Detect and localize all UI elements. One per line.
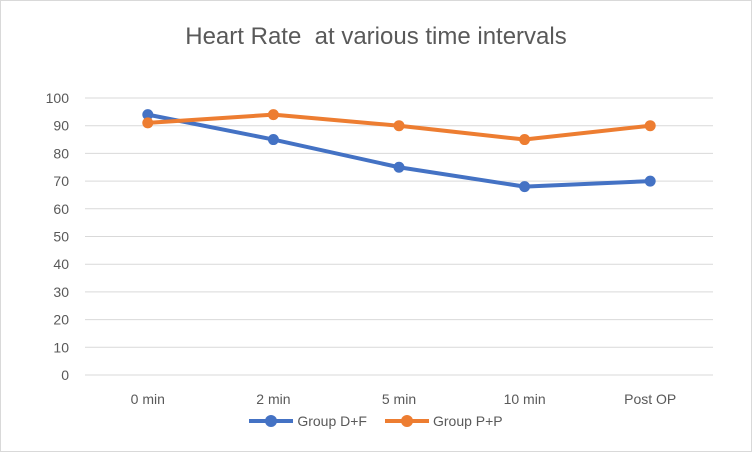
legend-marker-group-p-p	[384, 415, 429, 427]
series-1-point-4	[644, 120, 656, 132]
series-1-point-1	[267, 109, 279, 121]
x-tick-label-2: 5 min	[382, 391, 416, 407]
y-tick-label-80: 80	[53, 145, 69, 161]
series-1-point-3	[519, 134, 531, 146]
y-tick-label-0: 0	[61, 367, 69, 383]
y-tick-label-70: 70	[53, 173, 69, 189]
legend-label-group-d-f: Group D+F	[297, 413, 367, 429]
y-tick-label-60: 60	[53, 201, 69, 217]
y-tick-label-90: 90	[53, 118, 69, 134]
legend-label-group-p-p: Group P+P	[432, 413, 503, 429]
legend-item-group-p-p[interactable]: Group P+P	[384, 413, 503, 429]
series-0-point-1	[267, 134, 279, 146]
x-tick-label-4: Post OP	[624, 391, 676, 407]
y-tick-label-40: 40	[53, 256, 69, 272]
chart-title: Heart Rate at various time intervals	[185, 23, 567, 50]
series-0-point-2	[393, 161, 405, 173]
series-0-point-3	[519, 181, 531, 193]
y-tick-label-30: 30	[53, 284, 69, 300]
series-1-point-0	[142, 117, 154, 129]
y-tick-label-100: 100	[46, 90, 70, 106]
series-1-point-2	[393, 120, 405, 132]
x-tick-label-1: 2 min	[256, 391, 290, 407]
x-tick-label-3: 10 min	[504, 391, 546, 407]
legend-item-group-d-f[interactable]: Group D+F	[249, 413, 367, 429]
y-tick-label-50: 50	[53, 229, 69, 245]
x-tick-label-0: 0 min	[131, 391, 165, 407]
legend: Group D+F Group P+P	[1, 413, 751, 429]
series-0-point-4	[644, 175, 656, 187]
legend-marker-group-d-f	[249, 415, 294, 427]
y-tick-label-20: 20	[53, 312, 69, 328]
y-tick-label-10: 10	[53, 339, 69, 355]
